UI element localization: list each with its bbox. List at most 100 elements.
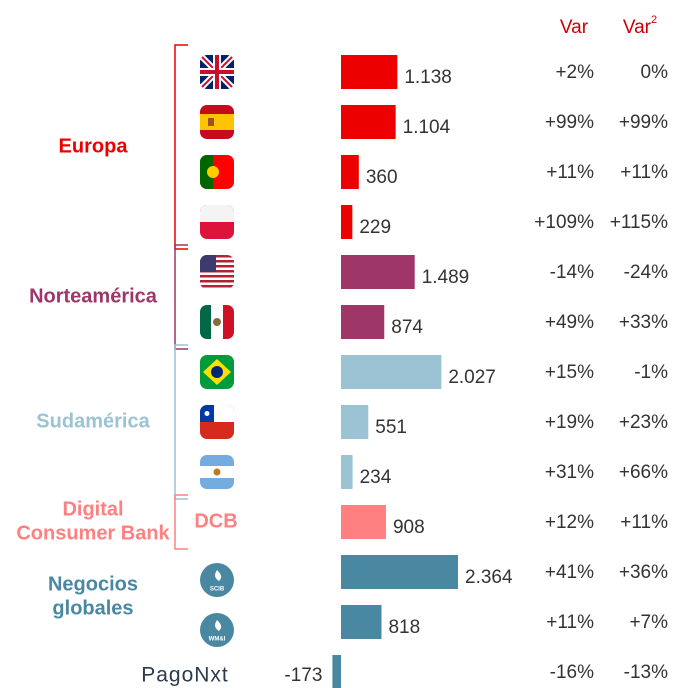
bar <box>341 155 359 189</box>
flag-part <box>200 260 234 263</box>
flag-part <box>200 265 234 268</box>
flag-part <box>213 318 221 326</box>
business-icon-label: WM&I <box>209 637 226 643</box>
value-label: 908 <box>393 517 425 538</box>
business-icon-label: SCIB <box>210 587 225 593</box>
var-value: +19% <box>545 412 594 433</box>
var-value: +12% <box>545 512 594 533</box>
group-logo: PagoNxt <box>141 664 229 687</box>
value-label: 1.489 <box>422 267 470 288</box>
business-icon <box>200 613 234 647</box>
flag-icon <box>200 405 234 439</box>
group-bracket <box>174 244 188 350</box>
var-value: +99% <box>545 112 594 133</box>
flag-part <box>213 468 221 476</box>
var2-value: +11% <box>620 162 668 183</box>
var2-value: +99% <box>619 112 668 133</box>
var2-value: +11% <box>620 512 668 533</box>
var2-value: +7% <box>629 612 668 633</box>
flag-icon <box>200 55 234 89</box>
var2-value: +115% <box>610 212 668 233</box>
var-value: +2% <box>555 62 594 83</box>
flag-part <box>200 255 234 258</box>
flag-part <box>200 275 234 278</box>
var2-value: +66% <box>619 462 668 483</box>
group-label: Negocios <box>48 573 138 595</box>
value-label: -173 <box>284 665 322 686</box>
var-value: +109% <box>534 212 594 233</box>
flag-part <box>204 411 210 416</box>
flag-part <box>200 155 213 189</box>
group-label: globales <box>52 597 133 619</box>
var2-value: -1% <box>634 362 668 383</box>
group-label: Europa <box>59 135 129 157</box>
group-label: Sudamérica <box>36 410 150 432</box>
var2-value: +36% <box>619 562 668 583</box>
var2-value: +23% <box>619 412 668 433</box>
bar <box>341 305 385 339</box>
var-value: +11% <box>546 612 594 633</box>
group-abbreviation: DCB <box>194 510 237 532</box>
group-label: Consumer Bank <box>16 522 170 544</box>
flag-part <box>208 118 214 126</box>
flag-part <box>200 205 234 222</box>
flag-part <box>207 166 219 178</box>
flag-part <box>200 270 234 273</box>
var2-value: -13% <box>624 662 668 683</box>
flag-part <box>200 285 234 288</box>
var-value: -16% <box>550 662 594 683</box>
value-label: 818 <box>388 617 420 638</box>
value-label: 360 <box>366 167 398 188</box>
value-label: 234 <box>360 467 392 488</box>
group-bracket <box>174 344 188 500</box>
business-icon <box>200 563 234 597</box>
flag-icon <box>200 105 234 139</box>
bar <box>341 255 415 289</box>
flag-part <box>200 114 234 130</box>
bar <box>341 555 459 589</box>
bar <box>341 505 386 539</box>
var-value: +49% <box>545 312 594 333</box>
bar <box>341 405 369 439</box>
bar <box>332 655 341 688</box>
flag-part <box>200 280 234 283</box>
group-label: Digital <box>62 498 123 520</box>
flag-part <box>200 305 211 339</box>
bar <box>341 355 442 389</box>
business-icon-flame <box>215 620 222 631</box>
bar <box>341 455 353 489</box>
flag-icon <box>200 255 234 288</box>
value-label: 551 <box>375 417 407 438</box>
var2-value: 0% <box>641 62 669 83</box>
var-value: +15% <box>545 362 594 383</box>
group-label: Norteamérica <box>29 285 158 307</box>
bar <box>341 55 398 89</box>
value-label: 229 <box>359 217 391 238</box>
value-label: 1.104 <box>403 117 451 138</box>
flag-icon <box>200 155 234 189</box>
bar <box>341 205 353 239</box>
flag-icon <box>200 205 234 239</box>
value-label: 1.138 <box>404 67 452 88</box>
column-header: Var <box>560 17 589 38</box>
value-label: 2.364 <box>465 567 513 588</box>
value-label: 2.027 <box>448 367 496 388</box>
var2-value: -24% <box>624 262 668 283</box>
flag-icon <box>200 305 234 339</box>
flag-part <box>200 255 216 272</box>
column-header: Var2 <box>623 14 657 38</box>
var-value: +31% <box>545 462 594 483</box>
business-icon-flame <box>215 570 222 581</box>
flag-icon <box>200 455 234 489</box>
var2-value: +33% <box>619 312 668 333</box>
flag-icon <box>200 355 234 389</box>
group-bracket <box>174 44 188 250</box>
var-value: +41% <box>545 562 594 583</box>
flag-part <box>200 70 234 74</box>
superscript: 2 <box>651 14 657 26</box>
bar <box>341 105 396 139</box>
value-label: 874 <box>391 317 423 338</box>
var-value: -14% <box>550 262 594 283</box>
group-bracket <box>174 494 188 550</box>
